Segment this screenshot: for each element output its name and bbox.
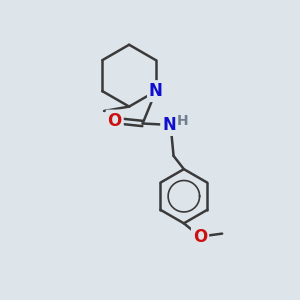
Text: O: O: [107, 112, 122, 130]
Text: N: N: [162, 116, 176, 134]
Text: N: N: [149, 82, 163, 100]
Text: H: H: [177, 114, 189, 128]
Text: O: O: [193, 228, 207, 246]
